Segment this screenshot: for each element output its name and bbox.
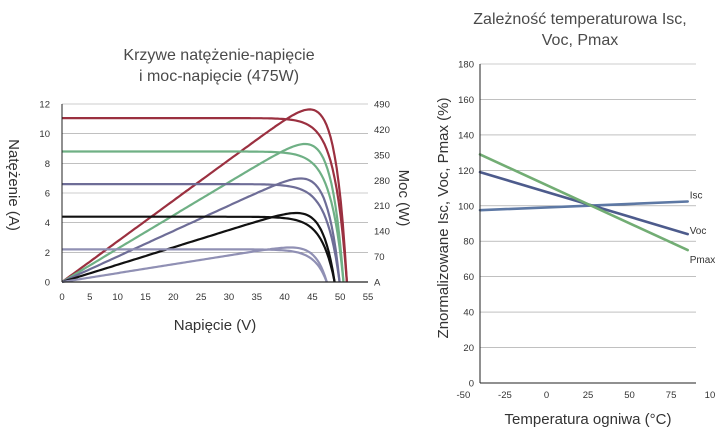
iv-x-tick-label: 5 (87, 292, 92, 303)
temp-y-tick-label: 100 (458, 201, 474, 212)
iv-x-tick-label: 10 (112, 292, 123, 303)
iv-chart: Krzywe natężenie-napięcie i moc-napięcie… (5, 47, 412, 334)
temp-y-axis-label: Znormalizowane Isc, Voc, Pmax (%) (435, 98, 452, 339)
power-curve-1 (61, 142, 345, 283)
power-curve-2 (61, 177, 341, 284)
power-curve-3 (61, 211, 336, 284)
iv-y-ticks: 0 2 4 6 8 10 12 (39, 100, 50, 289)
iv-x-tick-label: 45 (307, 292, 318, 303)
temp-label-voc: Voc (690, 226, 707, 237)
iv-y-tick-label: 12 (39, 100, 50, 111)
iv-x-tick-label: 40 (279, 292, 290, 303)
current-curve-1 (62, 150, 345, 283)
temp-x-tick-label: 100 (705, 390, 715, 401)
iv-x-tick-label: 50 (335, 292, 346, 303)
iv-x-tick-label: 35 (251, 292, 262, 303)
iv-x-tick-label: 15 (140, 292, 151, 303)
temp-y-tick-label: 20 (463, 343, 474, 354)
iv-y2-tick-label: 350 (374, 150, 390, 161)
temp-x-ticks: -50 -25 0 25 50 75 100 (457, 390, 715, 401)
temp-axes (479, 64, 696, 384)
iv-y2-ticks: A 70 140 210 280 350 420 490 (374, 100, 390, 289)
temp-y-tick-label: 40 (463, 308, 474, 319)
temp-y-tick-label: 160 (458, 95, 474, 106)
power-curve-4 (61, 246, 328, 284)
temp-x-tick-label: 75 (666, 390, 677, 401)
temp-label-pmax: Pmax (690, 255, 715, 266)
current-curve-4 (62, 248, 328, 283)
iv-y2-tick-label: 490 (374, 100, 390, 111)
iv-y-axis-label: Natężenie (A) (5, 139, 22, 231)
iv-y-tick-label: 8 (45, 159, 50, 170)
iv-x-tick-label: 30 (224, 292, 235, 303)
iv-y-tick-label: 0 (45, 278, 50, 289)
temp-y-tick-label: 140 (458, 130, 474, 141)
temp-x-axis-label: Temperatura ogniwa (°C) (505, 411, 672, 428)
temp-line-pmax (478, 153, 689, 252)
temp-chart: Zależność temperaturowa Isc, Voc, Pmax -… (435, 11, 715, 428)
iv-y2-axis-label: Moc (W) (395, 170, 412, 227)
temp-y-tick-label: 0 (469, 379, 474, 390)
temp-x-tick-label: 0 (544, 390, 549, 401)
iv-y2-tick-label: 210 (374, 201, 390, 212)
iv-x-tick-label: 20 (168, 292, 179, 303)
iv-y-tick-label: 2 (45, 248, 50, 259)
iv-y-tick-label: 4 (45, 218, 50, 229)
temp-y-tick-label: 60 (463, 272, 474, 283)
power-curve-0 (61, 108, 348, 283)
iv-chart-title-line1: Krzywe natężenie-napięcie (123, 47, 314, 64)
iv-x-ticks: 0 5 10 15 20 25 30 35 40 45 50 55 (59, 292, 373, 303)
iv-curves (61, 108, 348, 284)
temp-y-tick-label: 120 (458, 166, 474, 177)
temp-y-ticks: 0 20 40 60 80 100 120 140 160 180 (458, 60, 474, 390)
current-curve-2 (62, 183, 341, 283)
iv-axes (61, 104, 368, 283)
temp-x-tick-label: 50 (624, 390, 635, 401)
temp-grid (480, 63, 696, 384)
temp-line-isc (478, 200, 689, 212)
temp-lines (478, 153, 689, 252)
iv-y2-tick-label: 280 (374, 176, 390, 187)
temp-label-isc: Isc (690, 191, 703, 202)
iv-chart-title-line2: i moc-napięcie (475W) (139, 68, 299, 85)
iv-x-tick-label: 0 (59, 292, 64, 303)
iv-x-axis-label: Napięcie (V) (174, 317, 257, 334)
iv-y-tick-label: 6 (45, 189, 50, 200)
temp-series-labels: Isc Voc Pmax (690, 191, 715, 267)
iv-y2-tick-label: A (374, 278, 381, 289)
temp-y-tick-label: 180 (458, 60, 474, 71)
iv-y-tick-label: 10 (39, 129, 50, 140)
iv-x-tick-label: 25 (196, 292, 207, 303)
iv-x-tick-label: 55 (363, 292, 374, 303)
temp-x-tick-label: -50 (457, 390, 471, 401)
temp-chart-title-line1: Zależność temperaturowa Isc, (473, 11, 686, 28)
current-curve-3 (62, 215, 336, 283)
iv-y2-tick-label: 420 (374, 125, 390, 136)
temp-chart-title-line2: Voc, Pmax (542, 32, 618, 49)
current-curve-0 (62, 117, 348, 283)
temp-y-tick-label: 80 (463, 237, 474, 248)
iv-y2-tick-label: 140 (374, 227, 390, 238)
temp-x-tick-label: 25 (583, 390, 594, 401)
iv-y2-tick-label: 70 (374, 252, 385, 263)
temp-x-tick-label: -25 (498, 390, 512, 401)
